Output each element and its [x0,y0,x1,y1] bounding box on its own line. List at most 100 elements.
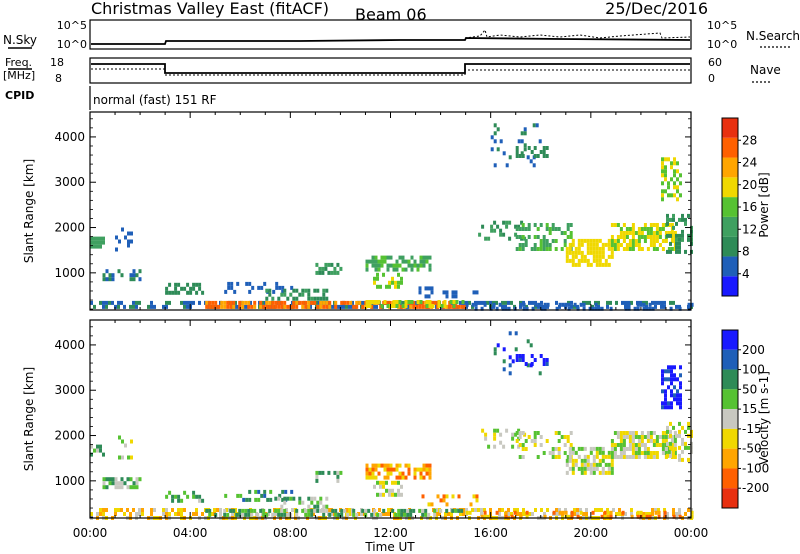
heatmap-cell [407,263,411,268]
station-title: Christmas Valley East (fitACF) [91,0,329,18]
heatmap-cell [583,238,587,243]
heatmap-cell [180,498,184,503]
heatmap-cell [205,508,209,513]
heatmap-cell [664,405,667,410]
heatmap-cell [518,455,522,459]
heatmap-cell [586,262,590,267]
heatmap-cell [539,223,543,227]
nsky-trace [91,37,691,45]
heatmap-cell [138,508,141,512]
heatmap-cell [410,267,414,272]
heatmap-cell [597,300,600,305]
heatmap-cell [374,255,378,260]
heatmap-cell [515,431,519,435]
heatmap-cell [330,512,333,516]
heatmap-cell [582,306,586,311]
heatmap-cell [648,306,652,311]
heatmap-cell [394,480,397,485]
colorbar-swatch [722,369,738,390]
heatmap-cell [555,508,558,512]
power-frame [89,111,692,311]
heatmap-cell [514,432,518,437]
heatmap-cell [371,463,375,468]
colorbar-swatch [722,330,738,350]
heatmap-cell [673,373,676,378]
heatmap-cell [214,512,218,517]
heatmap-cell [546,304,549,309]
heatmap-cell [652,231,656,235]
heatmap-cell [592,470,596,475]
heatmap-cell [313,300,317,305]
heatmap-cell [208,512,212,517]
heatmap-cell [613,443,617,447]
heatmap-cell [379,284,382,289]
heatmap-cell [673,385,676,390]
heatmap-cell [259,304,263,309]
heatmap-cell [379,512,383,517]
heatmap-cell [108,277,112,282]
heatmap-cell [401,259,405,264]
heatmap-cell [661,447,665,451]
heatmap-cell [90,244,93,249]
heatmap-cell [442,290,446,295]
heatmap-cell [189,286,193,291]
y-tick-label: 3000 [54,175,85,189]
heatmap-cell [247,512,251,517]
heatmap-cell [530,439,534,443]
heatmap-cell [573,304,576,309]
heatmap-cell [643,447,647,451]
heatmap-cell [198,494,202,499]
heatmap-cell [334,508,338,513]
heatmap-cell [585,300,588,305]
heatmap-cell [313,504,317,509]
heatmap-cell [105,485,109,490]
heatmap-cell [263,281,267,286]
heatmap-cell [322,300,326,305]
heatmap-cell [631,243,635,247]
heatmap-cell [565,462,569,467]
heatmap-cell [486,514,490,519]
heatmap-cell [672,449,675,454]
heatmap-cell [321,266,325,271]
heatmap-cell [493,347,497,352]
heatmap-cell [281,289,285,294]
heatmap-cell [545,239,549,243]
heatmap-cell [319,296,323,301]
heatmap-cell [666,453,669,458]
time-tick-label: 08:00 [273,526,308,540]
heatmap-cell [675,241,678,246]
heatmap-cell [515,439,519,443]
heatmap-cell [508,220,512,225]
heatmap-cell [598,238,602,243]
heatmap-cell [675,221,678,226]
cpid-text: normal (fast) 151 RF [93,93,217,107]
heatmap-cell [655,223,659,227]
heatmap-cell [381,512,384,516]
heatmap-cell [454,290,458,295]
heatmap-cell [162,304,165,309]
heatmap-cell [428,467,432,472]
heatmap-cell [211,300,215,305]
heatmap-cell [384,512,387,516]
heatmap-cell [440,304,444,308]
heatmap-cell [419,467,423,472]
heatmap-cell [628,439,632,443]
heatmap-cell [395,300,399,304]
nsky-label: N.Sky [3,33,37,47]
heatmap-cell [542,362,546,366]
heatmap-cell [542,146,546,150]
heatmap-cell [422,475,426,480]
heatmap-cell [223,512,227,517]
heatmap-cell [493,228,497,233]
heatmap-cell [227,285,231,290]
heatmap-cell [678,233,681,238]
heatmap-cell [571,466,575,471]
heatmap-cell [260,493,264,498]
heatmap-cell [400,492,403,497]
heatmap-cell [612,508,615,512]
colorbar-swatch [722,488,738,508]
heatmap-cell [260,285,264,290]
heatmap-cell [633,306,637,311]
heatmap-cell [571,238,575,243]
heatmap-cell [425,300,429,304]
